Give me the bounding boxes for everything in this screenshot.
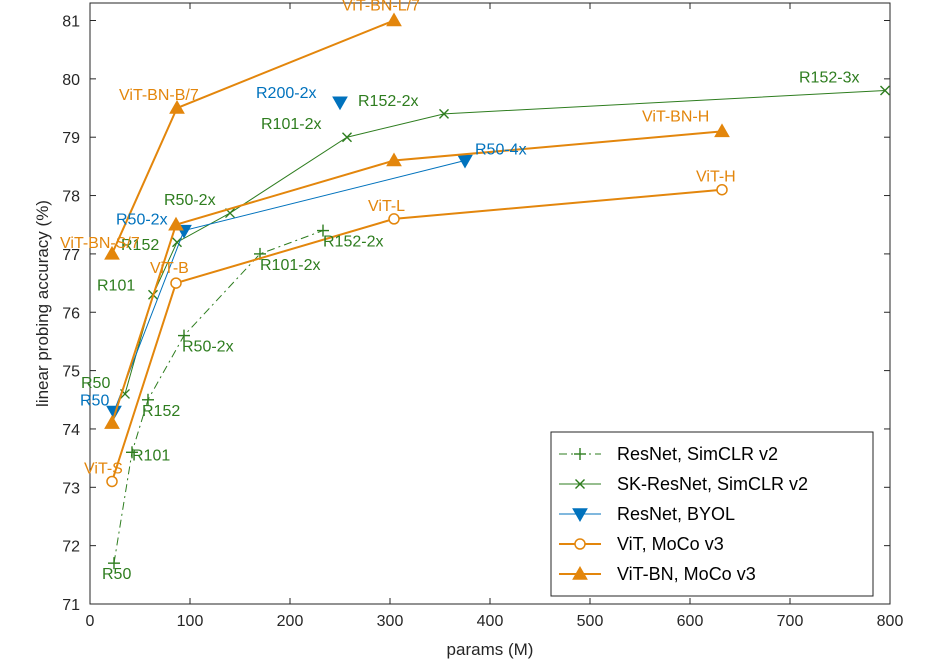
y-tick-label: 79 (62, 130, 80, 147)
point-label: R101 (97, 278, 135, 295)
point-labels-group: R50R101R152R50-2xR101-2xR152-2xR50R101R1… (60, 0, 859, 583)
data-point-vit-moco-v3 (106, 475, 118, 488)
data-point-vit-moco-v3 (716, 183, 728, 196)
point-label: R101-2x (261, 116, 321, 133)
legend-label: ViT, MoCo v3 (617, 534, 724, 554)
y-tick-label: 71 (62, 597, 80, 614)
data-point-vit-bn-moco-v3-7-patch (386, 12, 402, 27)
point-label: ViT-BN-L/7 (342, 0, 420, 15)
data-point-vit-bn-moco-v3 (168, 216, 184, 231)
data-point-sk-resnet-simclr-v2-b (120, 388, 130, 399)
data-point-resnet-byol-extra (332, 96, 348, 111)
point-label: R152 (142, 403, 180, 420)
data-point-resnet-simclr-v2 (317, 224, 329, 237)
data-point-vit-bn-moco-v3 (714, 123, 730, 138)
legend-marker-resnet-byol (572, 508, 588, 523)
legend-marker-resnet-simclr-v2 (574, 448, 586, 460)
data-point-resnet-simclr-v2 (126, 446, 138, 459)
data-point-sk-resnet-simclr-v2 (172, 237, 182, 248)
data-point-resnet-simclr-v2 (108, 557, 120, 570)
data-point-resnet-byol (457, 154, 473, 169)
data-point-vit-moco-v3 (170, 277, 182, 289)
legend-marker-vit-moco-v3 (574, 538, 586, 550)
legend-label: ResNet, BYOL (617, 504, 735, 524)
legend-box (550, 431, 874, 597)
series-line-sk-resnet-simclr-v2 (124, 90, 886, 395)
data-point-vit-moco-v3 (388, 213, 400, 225)
legend-marker-vit-bn-moco-v3 (572, 565, 588, 580)
point-label: R152-2x (323, 234, 383, 251)
legend: ResNet, SimCLR v2 SK-ResNet, SimCLR v2 Res… (550, 431, 874, 597)
axes-group: 0 100 200 300 400 500 600 700 800 71 72 73 74 75 76 77 7… (33, 2, 904, 659)
y-tick-label: 75 (62, 364, 80, 381)
x-tick-label: 200 (277, 613, 304, 630)
point-label: ViT-BN-S/7 (60, 235, 140, 252)
point-label: R200-2x (256, 85, 316, 102)
data-point-resnet-simclr-v2 (178, 329, 190, 342)
point-label: ViT-B (150, 260, 189, 277)
data-point-sk-resnet-simclr-v2-b (880, 85, 890, 96)
x-tick-label: 400 (477, 613, 504, 630)
y-tick-label: 80 (62, 72, 80, 89)
point-label: R50 (102, 566, 131, 583)
y-tick-label: 76 (62, 305, 80, 322)
data-point-sk-resnet-simclr-v2-b (225, 208, 235, 219)
point-label: ViT-H (696, 169, 736, 186)
x-axis-label: params (M) (447, 640, 534, 659)
legend-label: ViT-BN, MoCo v3 (617, 564, 756, 584)
x-tick-label: 500 (577, 613, 604, 630)
x-tick-label: 0 (86, 613, 95, 630)
point-label: ViT-S (84, 460, 123, 477)
point-label: R101 (132, 447, 170, 464)
point-label: R50-2x (116, 212, 168, 229)
data-point-vit-bn-moco-v3-7-patch (104, 245, 120, 260)
data-point-resnet-simclr-v2 (142, 393, 154, 406)
x-tick-label: 700 (777, 613, 804, 630)
x-tick-label: 800 (877, 613, 904, 630)
y-tick-label: 73 (62, 480, 80, 497)
data-point-sk-resnet-simclr-v2 (342, 132, 352, 143)
point-label: ViT-BN-H (642, 108, 709, 125)
x-tick-label: 600 (677, 613, 704, 630)
legend-label: SK-ResNet, SimCLR v2 (617, 474, 808, 494)
point-label: ViT-L (368, 198, 405, 215)
y-axis-label: linear probing accuracy (%) (33, 200, 52, 407)
series-line-vit-bn-moco-v3 (111, 130, 723, 424)
data-point-sk-resnet-simclr-v2-b (342, 132, 352, 143)
x-tick-label: 100 (177, 613, 204, 630)
point-label: R50-2x (182, 339, 234, 356)
data-point-vit-bn-moco-v3 (104, 415, 120, 429)
y-tick-label: 74 (62, 422, 80, 439)
data-point-sk-resnet-simclr-v2-b (172, 237, 182, 248)
x-tick-label: 300 (377, 613, 404, 630)
point-label: R50 (80, 392, 109, 409)
series-group (104, 12, 890, 570)
y-tick-label: 81 (62, 14, 80, 31)
point-label: R50-2x (164, 192, 216, 209)
point-label: R50-4x (475, 142, 527, 159)
point-label: R101-2x (260, 257, 320, 274)
legend-marker-sk-resnet-simclr-v2 (575, 479, 585, 489)
data-point-vit-bn-moco-v3 (386, 152, 402, 167)
legend-label: ResNet, SimCLR v2 (617, 444, 778, 464)
y-tick-label: 72 (62, 539, 80, 556)
point-label: ViT-BN-B/7 (119, 87, 199, 104)
point-label: R152 (121, 237, 159, 254)
data-point-sk-resnet-simclr-v2-b (439, 108, 449, 119)
point-label: R152-2x (358, 93, 418, 110)
y-tick-label: 78 (62, 189, 80, 206)
point-label: R50 (81, 375, 110, 392)
data-point-sk-resnet-simclr-v2 (880, 85, 890, 96)
series-line-vit-moco-v3 (111, 188, 723, 482)
y-tick-label: 77 (62, 247, 80, 264)
data-point-sk-resnet-simclr-v2 (439, 108, 449, 119)
legend-marker-sk-resnet-simclr-v2-b (575, 479, 585, 489)
point-label: R152-3x (799, 70, 859, 87)
series-line-resnet-simclr-v2 (113, 230, 324, 564)
data-point-vit-bn-moco-v3-7-patch (169, 100, 185, 114)
